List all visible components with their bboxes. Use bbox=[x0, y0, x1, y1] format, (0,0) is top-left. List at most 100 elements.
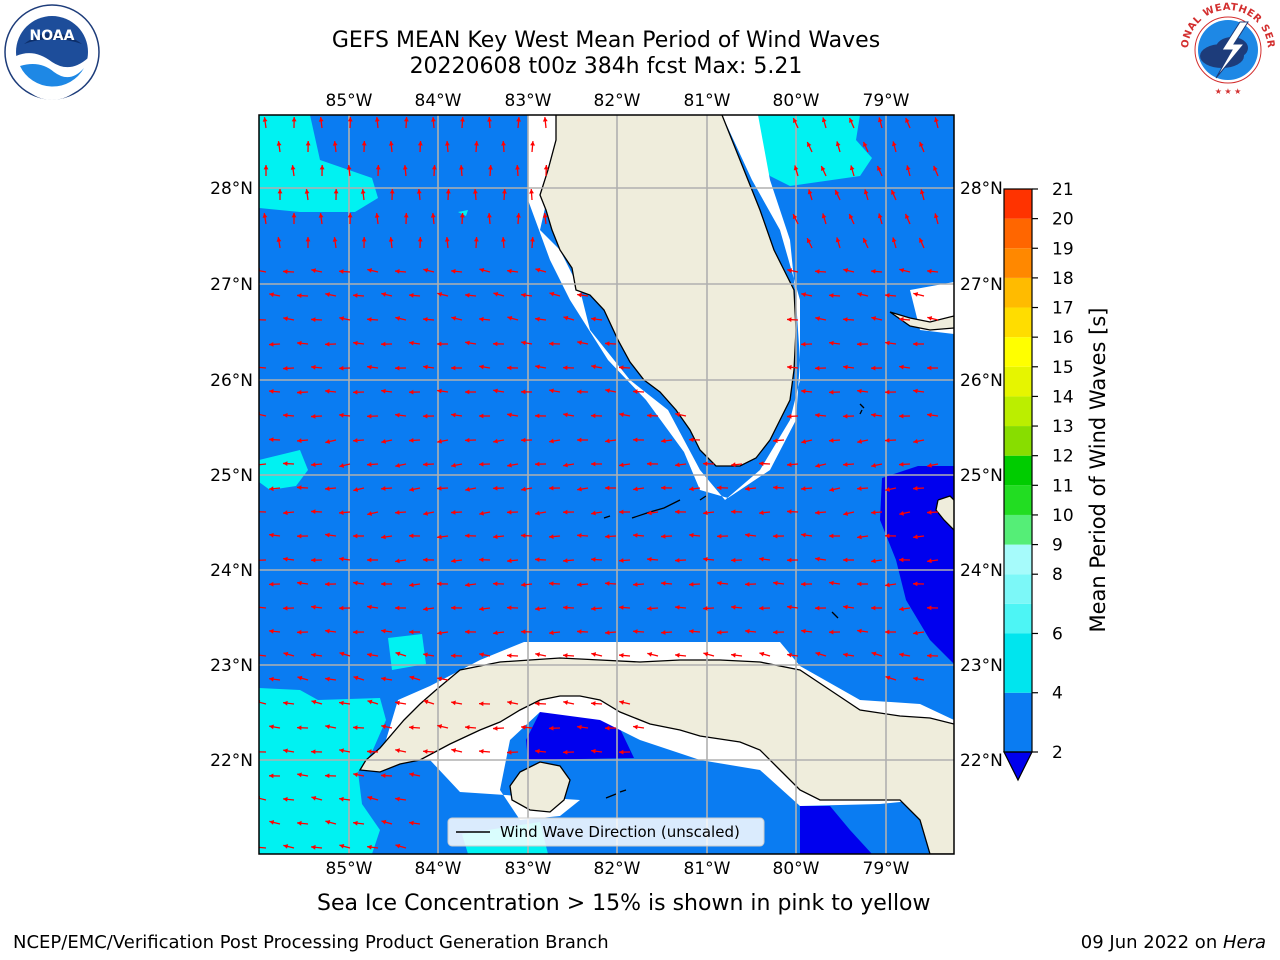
wave-arrow bbox=[259, 654, 267, 657]
wave-arrowhead bbox=[773, 438, 778, 443]
wave-arrowhead bbox=[535, 652, 541, 657]
wave-arrowhead bbox=[877, 213, 883, 219]
wave-arrowhead bbox=[535, 364, 540, 370]
wave-arrowhead bbox=[451, 509, 456, 515]
deep-blue-period-regions bbox=[526, 466, 954, 854]
wave-arrowhead bbox=[905, 165, 911, 171]
wave-arrowhead bbox=[283, 556, 288, 562]
wave-arrowhead bbox=[465, 533, 470, 539]
wave-arrowhead bbox=[388, 141, 394, 146]
wave-arrowhead bbox=[395, 748, 401, 753]
wave-arrowhead bbox=[857, 486, 862, 491]
coastline bbox=[358, 115, 954, 854]
wave-arrowhead bbox=[530, 141, 535, 146]
wave-arrowhead bbox=[367, 364, 372, 370]
wave-arrowhead bbox=[381, 724, 387, 729]
wave-arrowhead bbox=[759, 651, 765, 657]
wave-arrowhead bbox=[501, 141, 506, 146]
wave-arrowhead bbox=[731, 604, 736, 610]
wave-arrowhead bbox=[605, 630, 610, 635]
wave-arrow bbox=[259, 797, 267, 801]
wave-arrowhead bbox=[319, 165, 325, 170]
wave-arrowhead bbox=[927, 462, 932, 468]
wave-arrowhead bbox=[474, 141, 479, 146]
wave-arrowhead bbox=[927, 605, 932, 611]
wave-arrowhead bbox=[263, 165, 269, 170]
wave-arrowhead bbox=[549, 630, 554, 636]
wave-arrowhead bbox=[759, 461, 764, 467]
wave-arrowhead bbox=[913, 388, 918, 394]
wave-arrowhead bbox=[647, 606, 652, 611]
wave-arrowhead bbox=[451, 653, 456, 659]
wave-arrowhead bbox=[899, 461, 904, 467]
wave-arrowhead bbox=[423, 652, 428, 658]
wave-arrowhead bbox=[793, 165, 799, 171]
wave-arrowhead bbox=[353, 438, 358, 443]
wave-arrowhead bbox=[465, 486, 470, 492]
wave-arrowhead bbox=[283, 844, 289, 849]
wave-arrowhead bbox=[283, 269, 288, 275]
wave-arrowhead bbox=[829, 487, 835, 492]
wave-arrowhead bbox=[367, 795, 373, 801]
wave-arrowhead bbox=[311, 795, 317, 801]
wave-arrowhead bbox=[885, 487, 891, 492]
wave-arrowhead bbox=[507, 365, 512, 371]
wave-arrowhead bbox=[591, 606, 596, 611]
wave-arrowhead bbox=[507, 558, 512, 564]
wave-arrowhead bbox=[375, 165, 381, 170]
noaa-logo: NOAA bbox=[4, 4, 100, 100]
wave-arrowhead bbox=[423, 511, 429, 516]
wave-arrowhead bbox=[871, 365, 876, 371]
wave-arrowhead bbox=[277, 189, 283, 194]
wave-arrowhead bbox=[305, 237, 311, 242]
wave-arrowhead bbox=[542, 117, 548, 122]
wave-arrowhead bbox=[291, 213, 297, 218]
wave-arrowhead bbox=[563, 558, 568, 563]
wave-arrowhead bbox=[863, 189, 869, 195]
wave-arrowhead bbox=[437, 724, 443, 729]
longitude-labels-bottom: 85°W 84°W 83°W 82°W 81°W 80°W 79°W bbox=[326, 859, 910, 879]
lat-label-right: 23°N bbox=[960, 656, 1003, 676]
wave-arrowhead bbox=[905, 117, 910, 123]
wave-arrowhead bbox=[731, 652, 736, 658]
wave-arrowhead bbox=[339, 748, 344, 754]
wave-arrowhead bbox=[619, 653, 624, 658]
wave-arrowhead bbox=[899, 268, 905, 273]
wave-arrowhead bbox=[717, 533, 722, 539]
wave-arrowhead bbox=[535, 413, 540, 419]
wave-arrowhead bbox=[815, 463, 821, 468]
wave-arrowhead bbox=[919, 189, 925, 195]
wave-arrowhead bbox=[409, 533, 414, 539]
wave-arrowhead bbox=[913, 534, 918, 540]
wave-arrowhead bbox=[647, 557, 652, 562]
wave-arrowhead bbox=[801, 341, 806, 347]
wave-arrowhead bbox=[843, 413, 848, 419]
wave-arrowhead bbox=[493, 725, 498, 731]
wave-arrowhead bbox=[849, 165, 855, 171]
wave-arrowhead bbox=[409, 582, 414, 588]
wave-arrowhead bbox=[423, 461, 428, 467]
wave-arrowhead bbox=[395, 558, 400, 564]
wave-arrowhead bbox=[885, 340, 890, 346]
wave-arrowhead bbox=[437, 581, 442, 587]
wave-arrowhead bbox=[563, 509, 568, 515]
wave-arrowhead bbox=[792, 214, 798, 220]
wave-arrowhead bbox=[367, 844, 372, 850]
wave-arrowhead bbox=[619, 700, 625, 705]
wave-arrowhead bbox=[493, 581, 498, 587]
wave-arrowhead bbox=[647, 461, 652, 467]
wave-arrowhead bbox=[283, 700, 288, 706]
wave-arrowhead bbox=[502, 189, 507, 194]
legend-label: Wind Wave Direction (unscaled) bbox=[500, 823, 740, 841]
wave-arrowhead bbox=[591, 461, 596, 467]
wave-arrowhead bbox=[885, 293, 890, 298]
wave-arrowhead bbox=[787, 509, 792, 515]
wave-arrowhead bbox=[339, 843, 345, 849]
wave-arrowhead bbox=[535, 267, 541, 273]
wave-arrowhead bbox=[381, 628, 386, 634]
wave-arrowhead bbox=[339, 605, 344, 611]
wave-arrowhead bbox=[927, 316, 933, 321]
wave-arrowhead bbox=[402, 165, 408, 170]
wave-arrowhead bbox=[535, 748, 540, 754]
wave-arrowhead bbox=[591, 413, 596, 419]
